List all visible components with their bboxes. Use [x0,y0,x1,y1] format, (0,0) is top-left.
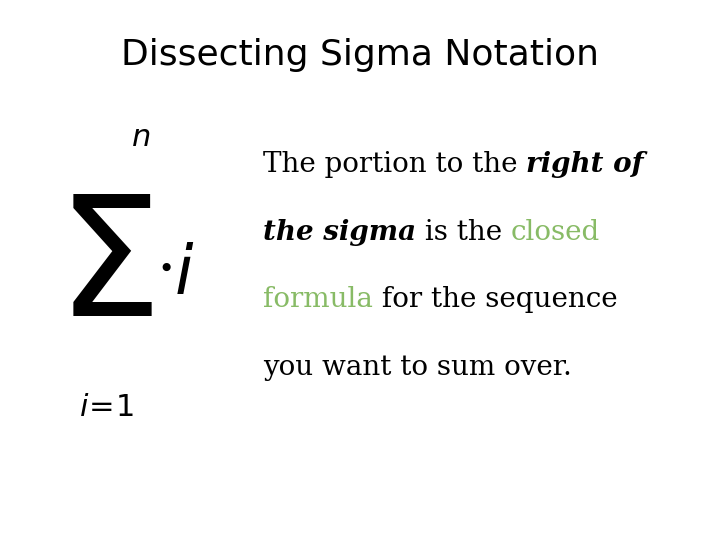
Text: $i\!=\!1$: $i\!=\!1$ [79,393,134,422]
Text: $i$: $i$ [174,242,194,308]
Text: closed: closed [511,219,600,246]
Text: right of: right of [526,151,644,178]
Text: is the: is the [416,219,511,246]
Text: for the sequence: for the sequence [373,286,617,313]
Text: $\Sigma$: $\Sigma$ [56,188,153,352]
Text: you want to sum over.: you want to sum over. [263,354,572,381]
Text: The portion to the: The portion to the [263,151,526,178]
Text: $n$: $n$ [131,123,150,152]
Text: Dissecting Sigma Notation: Dissecting Sigma Notation [121,38,599,72]
Text: formula: formula [263,286,373,313]
Text: $\bullet$: $\bullet$ [157,253,171,281]
Text: the sigma: the sigma [263,219,416,246]
